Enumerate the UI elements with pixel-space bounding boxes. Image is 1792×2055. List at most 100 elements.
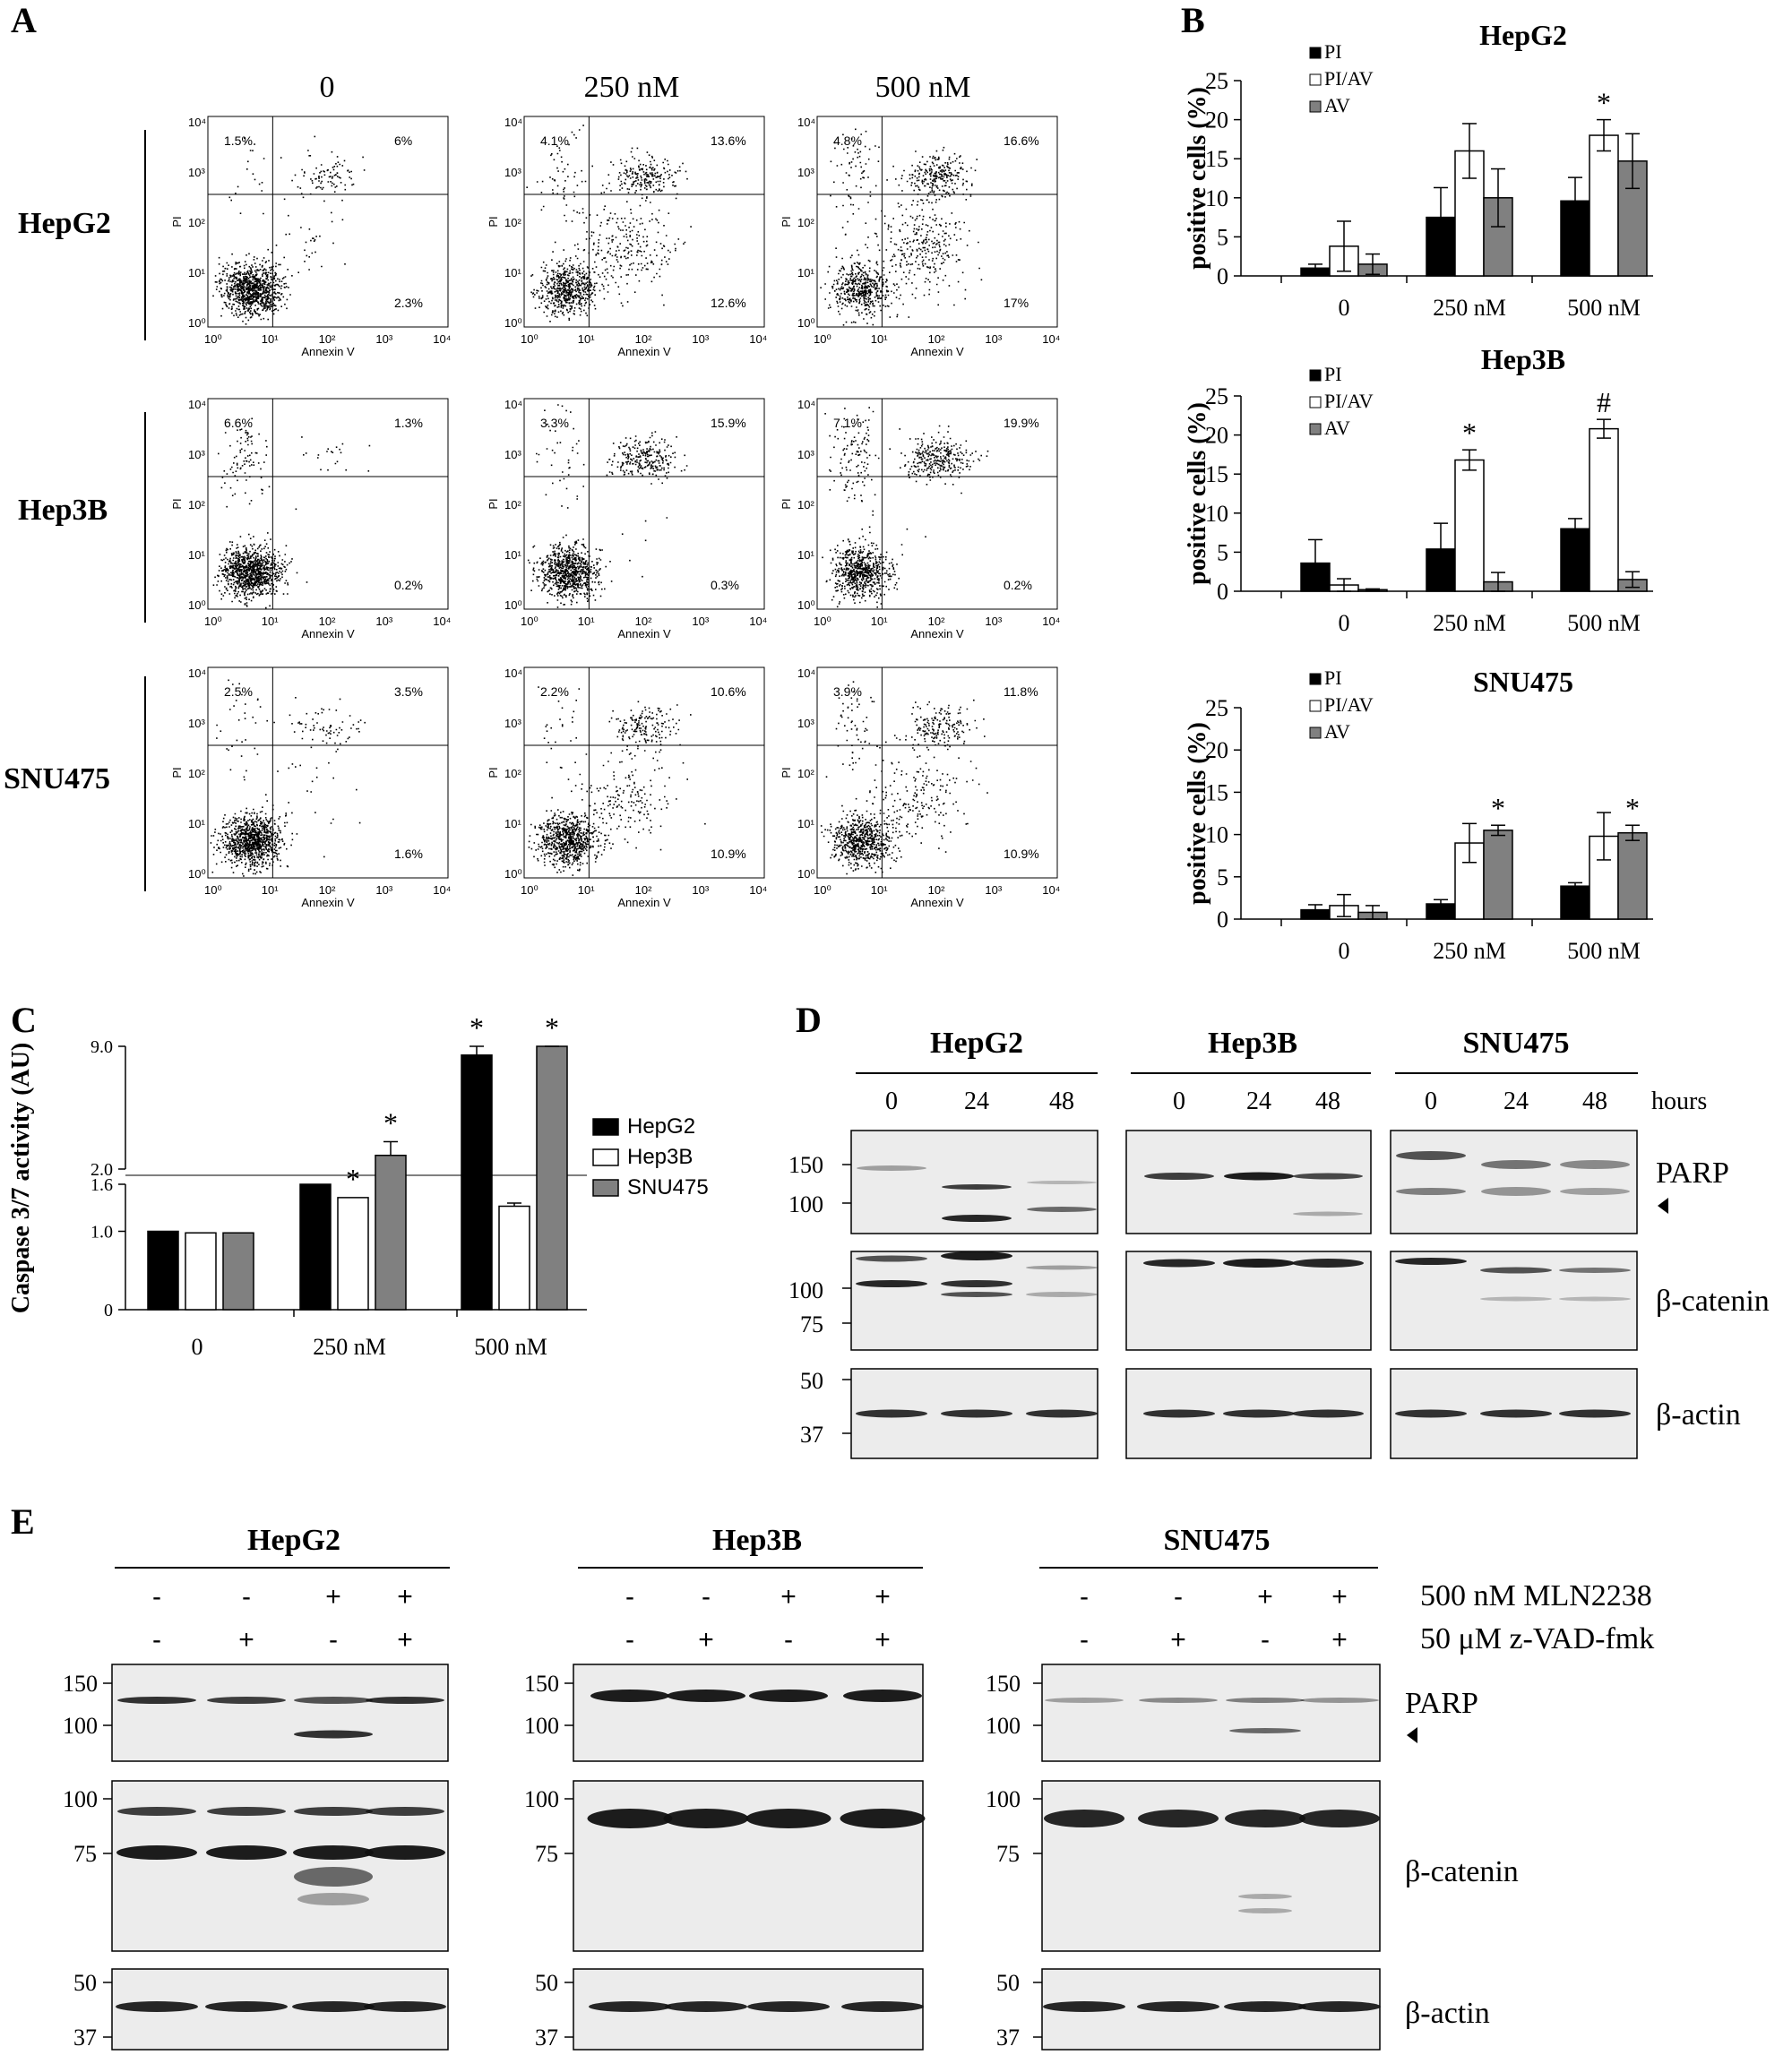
b-legend-label-PI/AV: PI/AV (1324, 693, 1374, 716)
b-legend-swatch-PI (1309, 47, 1322, 59)
flow-event-dots (527, 404, 688, 608)
quadrant-pct-ul: 4.1% (540, 133, 569, 148)
y-tick-label: 10⁰ (504, 316, 522, 330)
c-bar-HepG2-2 (461, 1054, 493, 1311)
b-y-tick-label: 5 (1217, 864, 1228, 890)
quadrant-pct-ul: 2.5% (224, 684, 253, 699)
blot-frame (111, 1780, 449, 1952)
d-mw-100b: 100 (788, 1277, 823, 1303)
e-actin-band (1043, 2001, 1125, 2012)
x-axis-label: Annexin V (910, 896, 964, 909)
y-axis-label: PI (487, 767, 500, 778)
flow-event-dots (822, 407, 989, 608)
blot-frame (850, 1251, 1098, 1351)
e-parp-band (1139, 1698, 1218, 1703)
d-time-48-c: 48 (1582, 1088, 1607, 1115)
flow-event-dots (526, 125, 692, 322)
b-y-tick-label: 10 (1205, 501, 1228, 527)
y-axis-label: PI (780, 767, 793, 778)
d-parp-band (1027, 1181, 1097, 1184)
d-time-24-a: 24 (964, 1088, 989, 1115)
e-parp-blot-1: 150 100 (524, 1664, 924, 1762)
e-mw-50: 50 (996, 1970, 1020, 1996)
x-tick-label: 10² (319, 883, 336, 897)
col-label-250: 250 nM (584, 71, 680, 104)
b-legend-label-AV: AV (1324, 417, 1350, 439)
flow-plot-frame (523, 398, 765, 610)
x-tick-label: 10¹ (578, 332, 595, 346)
b-y-tick-label: 25 (1205, 383, 1228, 409)
c-legend-label-SNU475: SNU475 (627, 1175, 709, 1199)
e-mw-150: 150 (986, 1671, 1021, 1697)
d-parp-band (1396, 1151, 1466, 1160)
e-catenin-band (293, 1845, 374, 1860)
y-tick-label: 10¹ (504, 548, 521, 562)
quadrant-pct-ul: 4.8% (833, 133, 862, 148)
d-parp-cleaved-band (942, 1215, 1012, 1222)
e-sign-zvad-2-3: + (1331, 1625, 1348, 1655)
d-cell-snu475: SNU475 (1462, 1027, 1569, 1060)
d-actin-band (1026, 1409, 1098, 1418)
c-bar-HepG2-1 (299, 1183, 332, 1311)
e-catenin-band (207, 1807, 286, 1816)
d-label-parp: PARP (1656, 1156, 1729, 1190)
b-chart-0: HepG2 PI PI/AV AV 0 5 10 15 20 25 0 250 nM 500 nM pos… (1184, 19, 1653, 321)
b-bar-PI/AV-2 (1589, 427, 1619, 592)
e-sign-zvad-0-0: - (152, 1625, 161, 1655)
d-label-actin: β-actin (1656, 1398, 1741, 1432)
e-mw-75: 75 (73, 1841, 97, 1867)
e-parp-blot-0: 150 100 (63, 1664, 449, 1762)
b-legend-swatch-AV (1309, 100, 1322, 113)
e-sign-mln-2-3: + (1331, 1582, 1348, 1612)
e-actin-blot-0: 50 37 (73, 1968, 449, 2051)
b-chart-1: Hep3B PI PI/AV AV 0 5 10 15 20 25 0 250 nM 500 nM pos… (1184, 343, 1653, 636)
y-tick-label: 10⁰ (797, 867, 815, 881)
e-sign-mln-1-2: + (780, 1582, 797, 1612)
e-parp-band (590, 1690, 669, 1702)
c-bar-SNU475-1 (375, 1154, 407, 1311)
e-sign-zvad-2-1: + (1170, 1625, 1186, 1655)
panel-d-western-blots: HepG2 Hep3B SNU475 0 24 48 0 24 48 0 24 … (788, 1027, 1770, 1459)
x-tick-label: 10² (319, 615, 336, 628)
b-significance-marker: * (1625, 792, 1640, 824)
x-tick-label: 10⁴ (749, 615, 767, 628)
e-sign-mln-0-0: - (152, 1582, 161, 1612)
d-time-0-b: 0 (1173, 1088, 1185, 1115)
x-tick-label: 10² (928, 615, 945, 628)
x-tick-label: 10⁰ (204, 332, 222, 346)
e-catenin-band (1238, 1908, 1292, 1913)
panel-letter-c: C (11, 1000, 37, 1040)
x-tick-label: 10³ (375, 883, 392, 897)
e-sign-mln-1-3: + (874, 1582, 891, 1612)
flow-plot-r2-c1: 2.2% 10.6% 10.9% 10⁰ 10⁰ 10¹ 10¹ 10² 10² 10³ 10³ 10… (487, 666, 767, 909)
b-y-tick-label: 20 (1205, 423, 1228, 449)
d-parp-band (1293, 1173, 1363, 1180)
y-tick-label: 10³ (504, 166, 521, 179)
e-sign-zvad-1-0: - (625, 1625, 634, 1655)
e-actin-band (841, 2001, 924, 2012)
d-parp-band (942, 1184, 1012, 1190)
x-tick-label: 10¹ (262, 615, 279, 628)
b-significance-marker: * (1491, 792, 1505, 824)
b-x-tick-label: 250 nM (1433, 295, 1506, 321)
d-cleaved-arrow-icon (1658, 1198, 1668, 1214)
quadrant-pct-lr: 1.6% (394, 847, 423, 861)
x-tick-label: 10¹ (871, 332, 888, 346)
d-catenin-band (941, 1251, 1012, 1260)
d-catenin-blot-2 (1390, 1251, 1638, 1351)
d-parp-band (1481, 1160, 1551, 1169)
e-catenin-band (663, 1809, 749, 1828)
y-tick-label: 10³ (504, 448, 521, 461)
blot-frame (1125, 1130, 1372, 1234)
y-tick-label: 10¹ (504, 266, 521, 279)
e-actin-band (589, 2001, 671, 2012)
e-mw-37: 37 (535, 2025, 558, 2051)
y-tick-label: 10⁰ (188, 316, 206, 330)
x-tick-label: 10⁴ (433, 883, 451, 897)
quadrant-pct-ul: 7.1% (833, 416, 862, 430)
b-legend-label-PI: PI (1324, 363, 1342, 385)
e-sign-zvad-1-3: + (874, 1625, 891, 1655)
e-mw-100: 100 (986, 1713, 1021, 1739)
y-tick-label: 10² (504, 767, 521, 780)
b-bar-PI/AV-1 (1454, 459, 1485, 592)
